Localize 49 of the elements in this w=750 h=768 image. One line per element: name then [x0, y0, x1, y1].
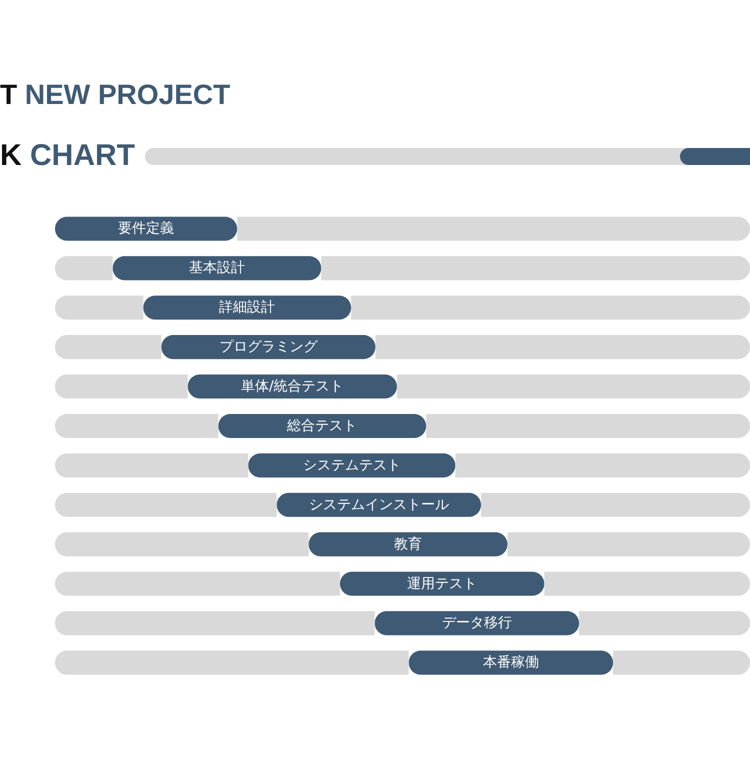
bar: [55, 650, 409, 675]
bar: [188, 374, 397, 399]
y-tick-label: 単体/統合テスト: [240, 378, 344, 395]
bar: [276, 492, 482, 517]
y-tick-label: 要件定義: [118, 220, 174, 237]
bar: [579, 611, 750, 636]
bar: [143, 296, 352, 320]
bar: [426, 414, 750, 438]
y-tick-label: 総合テスト: [286, 418, 358, 434]
bar: [237, 216, 750, 241]
y-tick-label: 運用テスト: [407, 576, 478, 592]
bar: [408, 650, 614, 675]
bar: [507, 532, 750, 556]
bar: [55, 414, 218, 438]
y-tick-label: 本番稼働: [482, 654, 539, 671]
bar: [55, 453, 248, 478]
bar: [55, 532, 309, 556]
bar: [55, 611, 375, 636]
bar: [374, 611, 580, 636]
bar: [55, 492, 277, 517]
y-tick-label: データ移行: [442, 615, 512, 632]
bar: [55, 374, 188, 399]
bar: [481, 492, 750, 517]
bar: [112, 256, 322, 280]
y-tick-label: システムテスト: [302, 457, 401, 474]
y-tick-label: プログラミング: [219, 339, 318, 356]
bar: [55, 256, 113, 280]
bar: [321, 256, 750, 280]
bar: [396, 374, 750, 399]
y-tick-label: 基本設計: [188, 260, 245, 276]
y-tick-label: システムインストール: [308, 496, 449, 513]
bar: [340, 572, 544, 596]
bar: [351, 296, 750, 320]
bar: [161, 335, 376, 360]
bar: [613, 650, 750, 675]
bar: [544, 572, 750, 596]
bar: [55, 296, 144, 320]
chart-title: T NEW PROJECT: [0, 79, 230, 110]
bar: [55, 335, 162, 360]
bar: [55, 572, 340, 596]
y-tick-label: 詳細設計: [219, 300, 276, 316]
bar: [375, 335, 750, 360]
bar: [308, 532, 508, 556]
bar: [55, 216, 238, 241]
chart-subtitle: K CHART: [0, 139, 136, 172]
bar: [455, 453, 750, 478]
bar: [218, 414, 426, 438]
y-tick-label: 教育: [394, 535, 422, 552]
bar: [248, 453, 456, 478]
